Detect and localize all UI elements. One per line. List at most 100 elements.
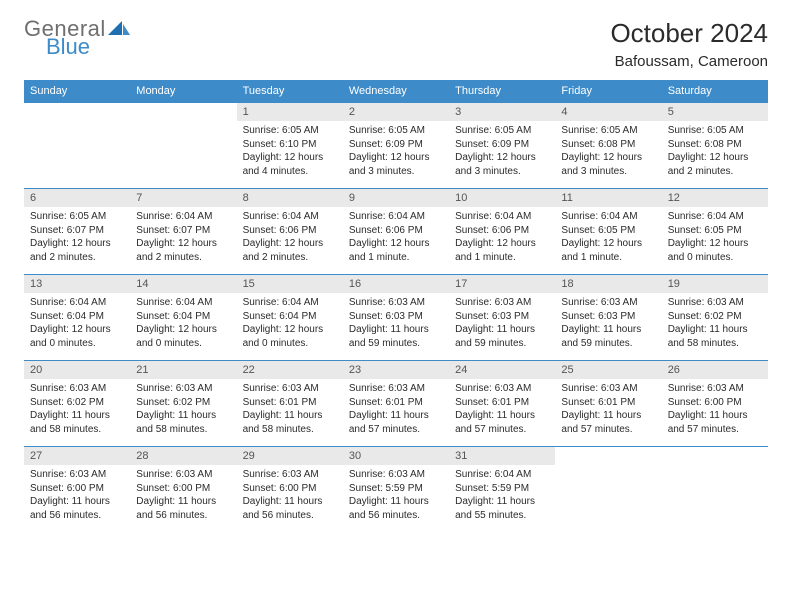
day-info-line: and 3 minutes. bbox=[561, 165, 655, 179]
day-content-row: Sunrise: 6:05 AM Sunset: 6:07 PM Daylight:… bbox=[24, 207, 768, 275]
day-info-line: and 3 minutes. bbox=[455, 165, 549, 179]
day-info-line: and 56 minutes. bbox=[243, 509, 337, 523]
day-info-line: and 57 minutes. bbox=[349, 423, 443, 437]
day-number: 15 bbox=[237, 275, 343, 293]
day-info-line: Daylight: 11 hours bbox=[455, 495, 549, 509]
day-cell: Sunrise: 6:05 AMSunset: 6:08 PMDaylight:… bbox=[555, 121, 661, 189]
day-info-line: and 56 minutes. bbox=[136, 509, 230, 523]
day-info-line: and 2 minutes. bbox=[30, 251, 124, 265]
day-info-line: Sunrise: 6:04 AM bbox=[136, 296, 230, 310]
day-info-line: Sunset: 6:05 PM bbox=[668, 224, 762, 238]
day-info-line: and 0 minutes. bbox=[668, 251, 762, 265]
day-cell: Sunrise: 6:04 AMSunset: 5:59 PMDaylight:… bbox=[449, 465, 555, 532]
day-info-line: Sunset: 6:03 PM bbox=[349, 310, 443, 324]
day-info-line: Daylight: 12 hours bbox=[668, 151, 762, 165]
day-info-line: Sunset: 5:59 PM bbox=[349, 482, 443, 496]
day-info-line: Daylight: 11 hours bbox=[561, 409, 655, 423]
day-info-line: Daylight: 11 hours bbox=[455, 409, 549, 423]
day-info-line: Daylight: 11 hours bbox=[349, 323, 443, 337]
day-number: 7 bbox=[130, 189, 236, 207]
day-info-line: and 1 minute. bbox=[561, 251, 655, 265]
day-info-line: Sunrise: 6:03 AM bbox=[668, 296, 762, 310]
day-cell: Sunrise: 6:04 AMSunset: 6:06 PMDaylight:… bbox=[237, 207, 343, 275]
day-info-line: Sunset: 6:00 PM bbox=[243, 482, 337, 496]
day-info-line: Sunrise: 6:03 AM bbox=[349, 382, 443, 396]
day-number: 4 bbox=[555, 103, 661, 121]
day-info-line: Sunset: 6:08 PM bbox=[668, 138, 762, 152]
day-info-line: Sunset: 6:03 PM bbox=[561, 310, 655, 324]
day-content-row: Sunrise: 6:04 AMSunset: 6:04 PMDaylight:… bbox=[24, 293, 768, 361]
day-info-line: Sunset: 6:04 PM bbox=[136, 310, 230, 324]
day-info-line: Daylight: 12 hours bbox=[455, 237, 549, 251]
day-info-line: Sunset: 6:01 PM bbox=[455, 396, 549, 410]
day-number-row: 2728293031 bbox=[24, 447, 768, 465]
day-cell: Sunrise: 6:03 AMSunset: 6:01 PMDaylight:… bbox=[555, 379, 661, 447]
day-number: 19 bbox=[662, 275, 768, 293]
day-info-line: Daylight: 11 hours bbox=[668, 409, 762, 423]
day-info-line: Sunrise: 6:03 AM bbox=[30, 382, 124, 396]
day-number-row: 13141516171819 bbox=[24, 275, 768, 293]
day-info-line: Daylight: 11 hours bbox=[668, 323, 762, 337]
day-number: 2 bbox=[343, 103, 449, 121]
day-cell: Sunrise: 6:03 AMSunset: 6:01 PMDaylight:… bbox=[237, 379, 343, 447]
day-number: 16 bbox=[343, 275, 449, 293]
day-cell: Sunrise: 6:03 AMSunset: 6:03 PMDaylight:… bbox=[343, 293, 449, 361]
day-info-line: Daylight: 11 hours bbox=[136, 495, 230, 509]
day-number: 18 bbox=[555, 275, 661, 293]
day-number: 8 bbox=[237, 189, 343, 207]
day-info-line: Sunrise: 6:03 AM bbox=[136, 382, 230, 396]
day-header: Monday bbox=[130, 80, 236, 103]
day-cell: Sunrise: 6:03 AMSunset: 6:02 PMDaylight:… bbox=[130, 379, 236, 447]
brand-logo: General Blue bbox=[24, 18, 130, 58]
day-number: 12 bbox=[662, 189, 768, 207]
day-info-line: Daylight: 11 hours bbox=[30, 409, 124, 423]
day-info-line: Sunset: 5:59 PM bbox=[455, 482, 549, 496]
day-cell: Sunrise: 6:03 AMSunset: 6:01 PMDaylight:… bbox=[343, 379, 449, 447]
day-info-line: and 59 minutes. bbox=[349, 337, 443, 351]
day-info-line: and 2 minutes. bbox=[668, 165, 762, 179]
day-info-line: Sunrise: 6:05 AM bbox=[30, 210, 124, 224]
day-cell bbox=[555, 465, 661, 532]
day-cell: Sunrise: 6:04 AMSunset: 6:04 PMDaylight:… bbox=[130, 293, 236, 361]
day-cell: Sunrise: 6:05 AMSunset: 6:08 PMDaylight:… bbox=[662, 121, 768, 189]
day-cell: Sunrise: 6:03 AMSunset: 6:00 PMDaylight:… bbox=[130, 465, 236, 532]
day-info-line: Sunrise: 6:03 AM bbox=[455, 382, 549, 396]
day-info-line: Sunrise: 6:03 AM bbox=[668, 382, 762, 396]
day-info-line: and 3 minutes. bbox=[349, 165, 443, 179]
day-header: Friday bbox=[555, 80, 661, 103]
day-header: Saturday bbox=[662, 80, 768, 103]
day-number: 13 bbox=[24, 275, 130, 293]
day-header: Thursday bbox=[449, 80, 555, 103]
day-header: Wednesday bbox=[343, 80, 449, 103]
day-number: 20 bbox=[24, 361, 130, 379]
day-info-line: Sunset: 6:01 PM bbox=[349, 396, 443, 410]
day-cell: Sunrise: 6:03 AMSunset: 6:00 PMDaylight:… bbox=[24, 465, 130, 532]
day-info-line: Daylight: 12 hours bbox=[561, 237, 655, 251]
day-info-line: Sunset: 6:06 PM bbox=[349, 224, 443, 238]
day-info-line: Sunset: 6:00 PM bbox=[136, 482, 230, 496]
day-content-row: Sunrise: 6:03 AMSunset: 6:00 PMDaylight:… bbox=[24, 465, 768, 532]
day-content-row: Sunrise: 6:03 AMSunset: 6:02 PMDaylight:… bbox=[24, 379, 768, 447]
day-info-line: and 2 minutes. bbox=[243, 251, 337, 265]
day-info-line: Sunset: 6:01 PM bbox=[243, 396, 337, 410]
day-cell: Sunrise: 6:05 AMSunset: 6:07 PMDaylight:… bbox=[24, 207, 130, 275]
day-info-line: and 55 minutes. bbox=[455, 509, 549, 523]
day-info-line: Daylight: 12 hours bbox=[136, 323, 230, 337]
day-info-line: Sunset: 6:04 PM bbox=[30, 310, 124, 324]
day-info-line: Sunrise: 6:05 AM bbox=[455, 124, 549, 138]
day-info-line: and 0 minutes. bbox=[30, 337, 124, 351]
day-number: 21 bbox=[130, 361, 236, 379]
day-info-line: Sunset: 6:07 PM bbox=[136, 224, 230, 238]
day-info-line: Sunset: 6:02 PM bbox=[30, 396, 124, 410]
day-number: 10 bbox=[449, 189, 555, 207]
day-info-line: Sunrise: 6:04 AM bbox=[243, 210, 337, 224]
day-info-line: Daylight: 12 hours bbox=[455, 151, 549, 165]
day-info-line: Sunset: 6:00 PM bbox=[668, 396, 762, 410]
day-number: 26 bbox=[662, 361, 768, 379]
calendar-table: SundayMondayTuesdayWednesdayThursdayFrid… bbox=[24, 80, 768, 532]
day-info-line: Sunrise: 6:03 AM bbox=[349, 296, 443, 310]
day-info-line: Sunrise: 6:04 AM bbox=[349, 210, 443, 224]
day-number: 28 bbox=[130, 447, 236, 465]
day-info-line: Daylight: 12 hours bbox=[243, 237, 337, 251]
day-number: 30 bbox=[343, 447, 449, 465]
